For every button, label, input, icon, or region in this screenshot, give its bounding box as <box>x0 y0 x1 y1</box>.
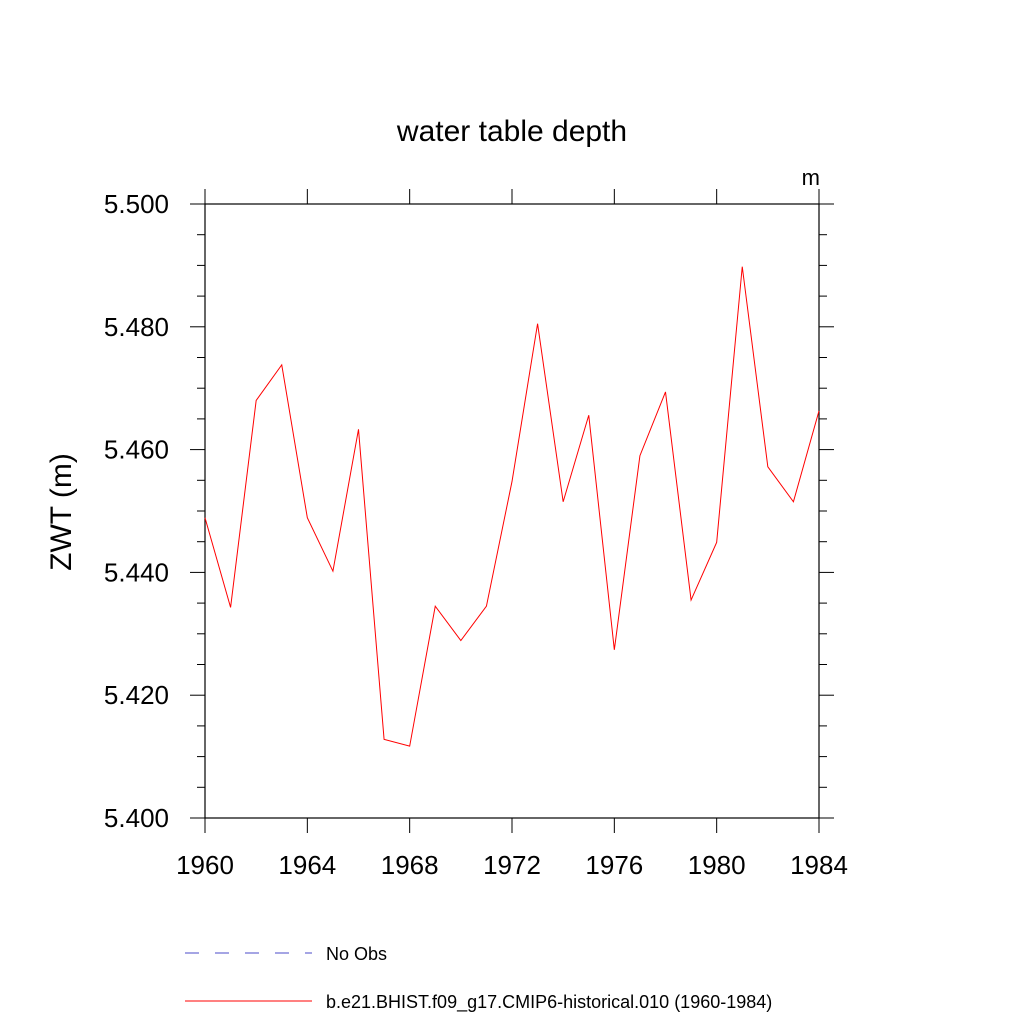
data-point <box>255 399 258 402</box>
data-point <box>792 500 795 503</box>
data-point <box>204 516 207 519</box>
data-point <box>690 599 693 602</box>
legend: No Obs b.e21.BHIST.f09_g17.CMIP6-histori… <box>185 944 772 1013</box>
x-tick-label: 1980 <box>688 850 746 880</box>
series-line <box>204 266 820 747</box>
y-tick-label: 5.420 <box>104 680 169 710</box>
data-point <box>459 639 462 642</box>
x-tick-label: 1984 <box>790 850 848 880</box>
data-point <box>331 570 334 573</box>
data-point <box>383 738 386 741</box>
y-tick-label: 5.500 <box>104 189 169 219</box>
x-axis: 1960 1964 1968 1972 1976 1980 1984 <box>176 189 848 880</box>
data-point <box>766 465 769 468</box>
data-point <box>638 454 641 457</box>
x-tick-label: 1964 <box>278 850 336 880</box>
y-tick-label: 5.400 <box>104 803 169 833</box>
chart-title: water table depth <box>396 115 627 148</box>
data-point <box>536 322 539 325</box>
data-point <box>229 606 232 609</box>
data-point <box>562 500 565 503</box>
data-point <box>306 516 309 519</box>
units-label: m <box>802 165 820 190</box>
y-tick-label: 5.440 <box>104 557 169 587</box>
data-point <box>280 363 283 366</box>
legend-label-model-run: b.e21.BHIST.f09_g17.CMIP6-historical.010… <box>326 992 772 1013</box>
data-point <box>741 265 744 268</box>
legend-label-no-obs: No Obs <box>326 944 387 964</box>
y-tick-label: 5.480 <box>104 312 169 342</box>
x-tick-label: 1968 <box>381 850 439 880</box>
data-point <box>664 390 667 393</box>
data-point <box>818 409 821 412</box>
y-axis: 5.400 5.420 5.440 5.460 5.480 5.500 <box>104 189 834 833</box>
data-point <box>485 605 488 608</box>
data-point <box>434 605 437 608</box>
data-point <box>357 428 360 431</box>
data-point <box>613 648 616 651</box>
data-point <box>408 745 411 748</box>
series-layer <box>204 265 821 748</box>
x-tick-label: 1960 <box>176 850 234 880</box>
data-point <box>511 480 514 483</box>
x-tick-label: 1972 <box>483 850 541 880</box>
y-axis-label: ZWT (m) <box>45 453 78 571</box>
data-point <box>715 541 718 544</box>
plot-frame <box>204 203 820 819</box>
y-tick-label: 5.460 <box>104 435 169 465</box>
x-tick-label: 1976 <box>585 850 643 880</box>
data-point <box>587 414 590 417</box>
